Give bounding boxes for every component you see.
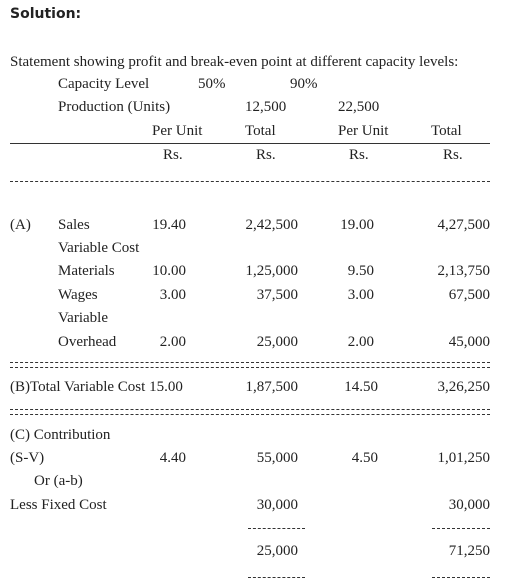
cell: 25,000 [256, 543, 298, 559]
cell: 30,000 [256, 497, 298, 513]
row-label: (B)Total Variable Cost 15.00 [10, 379, 183, 395]
row-label: Sales [58, 217, 90, 233]
cell: 10.00 [152, 263, 186, 279]
dashed-rule [10, 414, 490, 415]
row-label: (C) Contribution [10, 427, 111, 443]
cell: 37,500 [256, 287, 298, 303]
cell: 19.00 [340, 217, 374, 233]
title: Solution: [10, 6, 82, 22]
dashed-rule [432, 528, 490, 529]
dashed-rule [248, 528, 305, 529]
cell: 3.00 [347, 287, 374, 303]
cell: 30,000 [448, 497, 490, 513]
column-header: Per Unit [152, 123, 203, 139]
capacity-level: 90% [290, 76, 318, 92]
production-value: 12,500 [245, 99, 287, 115]
cell: 19.40 [152, 217, 186, 233]
row-label: (A) [10, 217, 31, 233]
cell: 4.50 [351, 450, 378, 466]
cell: 67,500 [448, 287, 490, 303]
unit: Rs. [349, 147, 369, 163]
cell: 2.00 [159, 334, 186, 350]
column-header: Per Unit [338, 123, 389, 139]
unit: Rs. [443, 147, 463, 163]
row-label: Or (a-b) [34, 473, 83, 489]
row-label: Capacity Level [58, 76, 150, 92]
production-value: 22,500 [338, 99, 380, 115]
row-label: Less Fixed Cost [10, 497, 107, 513]
row-label: Materials [58, 263, 115, 279]
unit: Rs. [256, 147, 276, 163]
dashed-rule [432, 577, 490, 578]
row-label: Overhead [58, 334, 117, 350]
row-label: Wages [58, 287, 98, 303]
cell: 25,000 [256, 334, 298, 350]
unit: Rs. [163, 147, 183, 163]
row-label: (S-V) [10, 450, 45, 466]
capacity-level: 50% [198, 76, 226, 92]
cell: 4,27,500 [437, 217, 491, 233]
column-header: Total [431, 123, 462, 139]
dashed-rule [10, 367, 490, 368]
cell: 2.00 [347, 334, 374, 350]
dashed-rule [10, 362, 490, 363]
cell: 2,13,750 [437, 263, 491, 279]
cell: 1,25,000 [245, 263, 299, 279]
row-label: Variable [58, 310, 108, 326]
cell: 3.00 [159, 287, 186, 303]
cell: 71,250 [448, 543, 490, 559]
rule [10, 143, 490, 144]
row-label: Variable Cost [58, 240, 140, 256]
cell: 3,26,250 [437, 379, 491, 395]
dashed-rule [248, 577, 305, 578]
cell: 2,42,500 [245, 217, 299, 233]
row-label: Production (Units) [58, 99, 171, 115]
cell: 55,000 [256, 450, 298, 466]
cell: 4.40 [159, 450, 186, 466]
dashed-rule [10, 181, 490, 182]
dashed-rule [10, 409, 490, 410]
cell: 9.50 [347, 263, 374, 279]
cell: 14.50 [344, 379, 378, 395]
column-header: Total [245, 123, 276, 139]
intro: Statement showing profit and break-even … [10, 54, 459, 70]
cell: 1,87,500 [245, 379, 299, 395]
cell: 1,01,250 [437, 450, 491, 466]
cell: 45,000 [448, 334, 490, 350]
